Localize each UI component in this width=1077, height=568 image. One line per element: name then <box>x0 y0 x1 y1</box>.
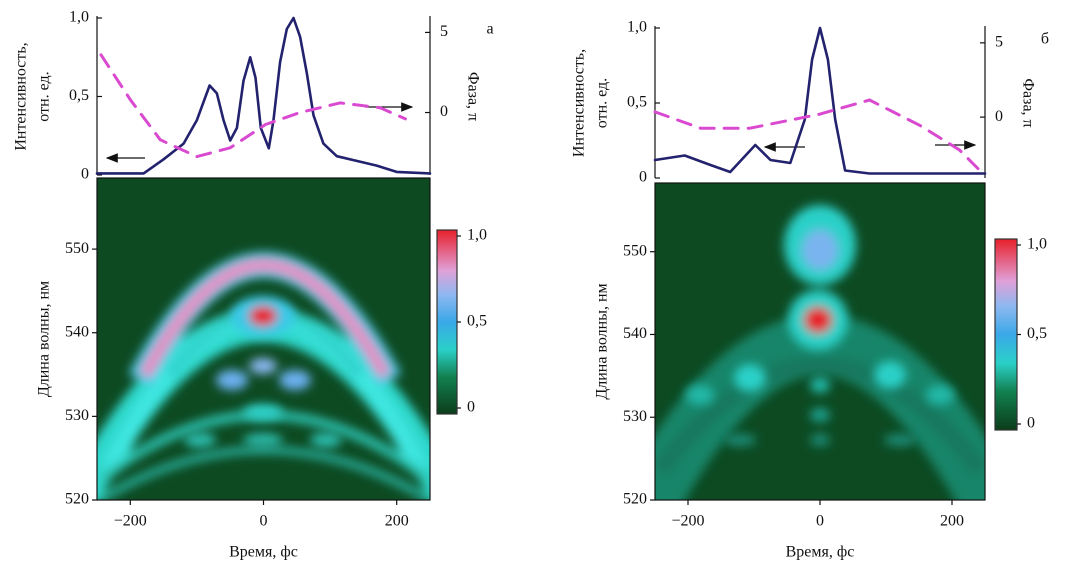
x-tick-label: 0 <box>260 513 268 530</box>
x-tick-label: 0 <box>816 513 824 530</box>
panel-label: б <box>1041 31 1049 48</box>
phase-line <box>99 53 407 159</box>
y-tick-label: 530 <box>623 408 647 425</box>
y-axis-label: отн. ед. <box>36 71 53 121</box>
y-tick-label: 550 <box>623 242 647 259</box>
x-tick-label: 200 <box>940 513 964 530</box>
colorbar-tick-label: 0,5 <box>1027 325 1047 342</box>
y-axis-label: отн. ед. <box>594 78 611 128</box>
y2-tick-label: 0 <box>995 108 1003 125</box>
y-tick-label: 550 <box>65 240 89 257</box>
colorbar-tick-label: 0 <box>467 399 475 416</box>
colorbar-tick-label: 1,0 <box>467 227 487 244</box>
phase-line <box>653 98 986 177</box>
spectrogram-image <box>655 183 985 500</box>
y-tick-label: 0 <box>639 169 647 186</box>
y-tick-label: 540 <box>623 325 647 342</box>
y-axis-label: Интенсивность, <box>571 49 588 157</box>
y2-tick-label: 5 <box>995 34 1003 51</box>
y-tick-label: 0 <box>81 166 89 183</box>
x-axis-label: Время, фс <box>229 544 298 561</box>
y-axis-label: Интенсивность, <box>13 42 30 150</box>
spectrogram-image <box>97 178 430 500</box>
colorbar-tick-label: 0 <box>1027 415 1035 432</box>
x-axis-label: Время, фс <box>786 544 855 561</box>
intensity-line <box>95 16 432 175</box>
y2-axis-label: Фаза, π <box>464 72 481 121</box>
x-tick-label: −200 <box>671 513 704 530</box>
y-tick-label: 530 <box>65 407 89 424</box>
y-tick-label: 1,0 <box>69 9 89 26</box>
colorbar <box>994 238 1018 431</box>
intensity-line <box>653 26 987 175</box>
y2-tick-label: 5 <box>440 23 448 40</box>
y-tick-label: 1,0 <box>627 19 647 36</box>
colorbar-tick-label: 1,0 <box>1027 236 1047 253</box>
colorbar <box>436 229 458 415</box>
colorbar-tick-label: 0,5 <box>467 313 487 330</box>
y-tick-label: 0,5 <box>69 87 89 104</box>
y2-tick-label: 0 <box>440 103 448 120</box>
y-tick-label: 0,5 <box>627 94 647 111</box>
x-tick-label: 200 <box>385 513 409 530</box>
y-axis-label: Длина волны, нм <box>594 283 611 399</box>
y-tick-label: 520 <box>65 491 89 508</box>
y-tick-label: 540 <box>65 323 89 340</box>
x-tick-label: −200 <box>114 513 147 530</box>
y-tick-label: 520 <box>623 491 647 508</box>
y-axis-label: Длина волны, нм <box>36 281 53 397</box>
y2-axis-label: Фаза, π <box>1019 78 1036 127</box>
panel-label: а <box>486 21 493 38</box>
